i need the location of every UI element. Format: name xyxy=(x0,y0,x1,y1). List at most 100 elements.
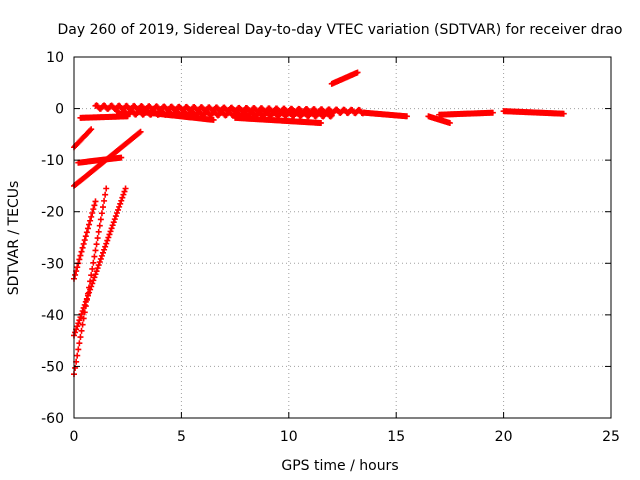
data-point xyxy=(78,248,85,255)
data-point xyxy=(87,217,94,224)
data-point xyxy=(98,252,105,259)
data-point xyxy=(354,69,361,76)
y-tick-label: 0 xyxy=(55,102,64,118)
data-point xyxy=(74,352,81,359)
data-point xyxy=(560,110,567,117)
data-point xyxy=(113,210,120,217)
data-point xyxy=(118,197,125,204)
data-point xyxy=(91,274,98,281)
data-point xyxy=(79,244,86,251)
data-point xyxy=(84,292,91,299)
x-tick-label: 0 xyxy=(70,429,79,445)
data-point xyxy=(78,327,85,334)
satellite-track xyxy=(232,114,325,127)
data-point xyxy=(92,271,99,278)
satellite-track xyxy=(135,108,217,123)
data-point xyxy=(80,304,87,311)
x-axis-label: GPS time / hours xyxy=(281,458,398,474)
data-point xyxy=(137,128,144,135)
satellite-track xyxy=(71,185,129,339)
data-point xyxy=(77,334,84,341)
y-tick-label: -60 xyxy=(41,411,64,427)
data-point xyxy=(82,233,89,240)
data-point xyxy=(94,235,101,242)
data-point xyxy=(95,228,102,235)
data-point xyxy=(327,113,334,120)
data-point xyxy=(403,113,410,120)
data-point xyxy=(88,126,95,133)
x-tick-label: 10 xyxy=(280,429,298,445)
data-point xyxy=(318,120,325,127)
data-point xyxy=(97,216,104,223)
data-point xyxy=(87,127,94,134)
satellite-track xyxy=(71,198,99,282)
data-point xyxy=(96,222,103,229)
satellite-track xyxy=(436,109,496,118)
data-point xyxy=(79,321,86,328)
data-point xyxy=(89,280,96,287)
data-point xyxy=(77,252,84,259)
data-point xyxy=(120,191,127,198)
data-point xyxy=(72,364,79,371)
data-point xyxy=(117,200,124,207)
y-tick-label: -10 xyxy=(41,153,64,169)
data-point xyxy=(119,194,126,201)
x-tick-label: 5 xyxy=(177,429,186,445)
x-tick-label: 25 xyxy=(602,429,620,445)
data-point xyxy=(104,237,111,244)
data-point xyxy=(110,219,117,226)
data-point xyxy=(107,228,114,235)
data-point xyxy=(95,262,102,269)
data-point xyxy=(99,204,106,211)
data-point xyxy=(77,314,84,321)
data-point xyxy=(101,246,108,253)
data-point xyxy=(103,240,110,247)
x-tick-label: 15 xyxy=(387,429,405,445)
data-point xyxy=(136,129,143,136)
data-point xyxy=(89,265,96,272)
data-point xyxy=(88,213,95,220)
data-point xyxy=(101,197,108,204)
data-point xyxy=(83,295,90,302)
data-point xyxy=(121,188,128,195)
data-point xyxy=(76,317,83,324)
data-point xyxy=(105,234,112,241)
data-point xyxy=(92,247,99,254)
data-point xyxy=(92,198,99,205)
data-point xyxy=(90,259,97,266)
y-tick-label: -40 xyxy=(41,308,64,324)
data-point xyxy=(72,329,79,336)
data-point xyxy=(72,271,79,278)
data-point xyxy=(86,289,93,296)
data-point xyxy=(116,203,123,210)
satellite-track xyxy=(328,69,361,87)
data-point xyxy=(74,323,81,330)
data-point xyxy=(87,286,94,293)
data-point xyxy=(96,258,103,265)
data-point xyxy=(111,216,118,223)
data-point xyxy=(81,301,88,308)
data-point xyxy=(112,213,119,220)
data-point xyxy=(89,210,96,217)
data-point xyxy=(210,116,217,123)
data-point xyxy=(82,298,89,305)
data-point xyxy=(328,112,335,119)
data-point xyxy=(118,154,125,161)
data-point xyxy=(76,256,83,263)
data-point xyxy=(93,268,100,275)
data-point xyxy=(88,272,95,279)
y-tick-label: -50 xyxy=(41,359,64,375)
data-point xyxy=(81,237,88,244)
y-tick-label: 10 xyxy=(46,50,64,66)
data-point xyxy=(91,253,98,260)
data-point xyxy=(94,265,101,272)
data-point xyxy=(83,229,90,236)
data-point xyxy=(122,185,129,192)
data-point xyxy=(75,320,82,327)
data-point xyxy=(489,109,496,116)
data-point xyxy=(79,307,86,314)
data-point xyxy=(88,283,95,290)
satellite-track xyxy=(71,185,110,378)
satellite-track xyxy=(360,109,410,120)
axis-ticks: 0 5 10 15 20 25 10 0 -10 -20 -30 -40 -50 -60 xyxy=(41,50,620,445)
